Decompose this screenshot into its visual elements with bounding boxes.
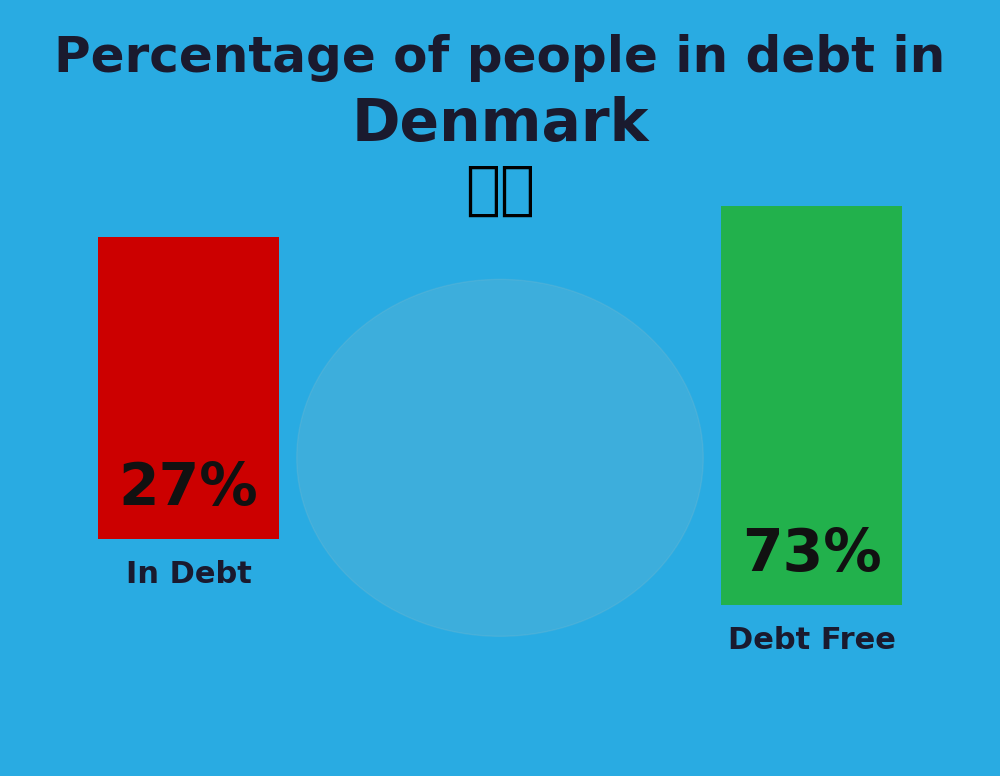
Text: Debt Free: Debt Free (728, 625, 895, 655)
Text: 🇩🇰: 🇩🇰 (465, 161, 535, 219)
Text: 27%: 27% (119, 460, 258, 518)
Ellipse shape (297, 279, 703, 636)
Text: In Debt: In Debt (126, 559, 251, 589)
Text: 73%: 73% (742, 526, 881, 584)
Text: Percentage of people in debt in: Percentage of people in debt in (54, 34, 946, 82)
FancyBboxPatch shape (98, 237, 279, 539)
Text: Denmark: Denmark (351, 95, 649, 153)
FancyBboxPatch shape (721, 206, 902, 605)
